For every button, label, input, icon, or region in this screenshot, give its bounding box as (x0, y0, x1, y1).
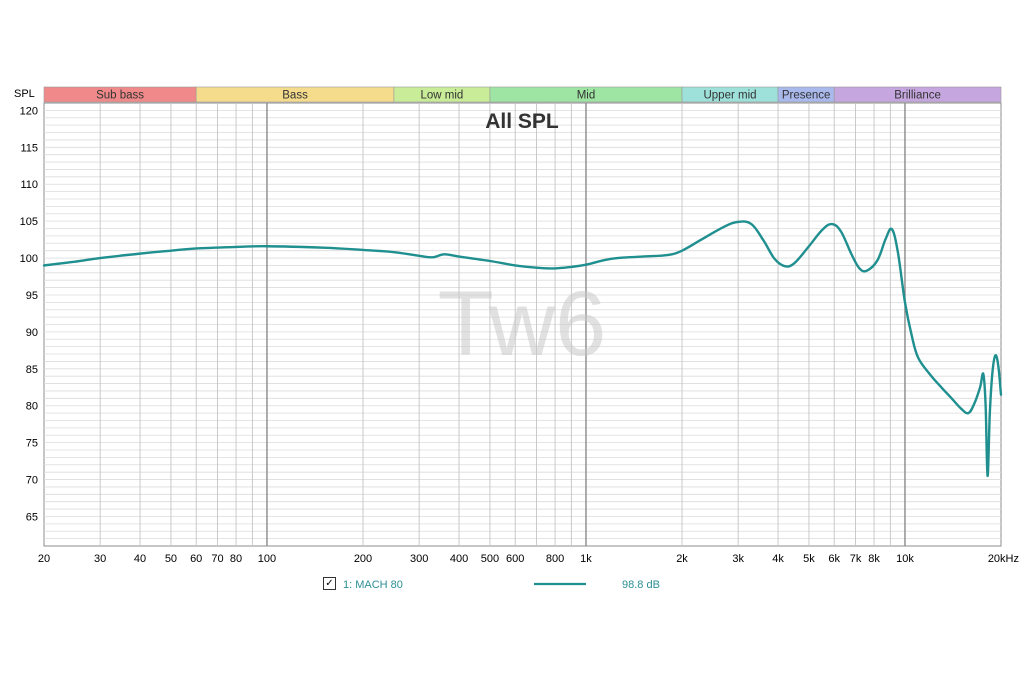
chart-title: All SPL (485, 110, 559, 133)
x-tick-label: 30 (94, 553, 106, 565)
grid-lines (44, 103, 1001, 546)
y-axis-label: SPL (14, 88, 35, 100)
x-tick-label: 3k (732, 553, 744, 565)
band-label: Low mid (421, 90, 464, 102)
band-label: Presence (782, 90, 831, 102)
x-tick-label: 500 (481, 553, 499, 565)
series-line (42, 220, 1003, 478)
y-tick-label: 110 (20, 179, 38, 191)
x-tick-label: 40 (134, 553, 146, 565)
x-tick-label: 7k (850, 553, 862, 565)
x-tick-label: 100 (258, 553, 276, 565)
x-tick-label: 2k (676, 553, 688, 565)
y-tick-label: 85 (26, 364, 38, 376)
x-tick-label: 4k (772, 553, 784, 565)
x-tick-label: 800 (546, 553, 564, 565)
legend-series-name: 1: MACH 80 (343, 579, 403, 591)
series-visibility-checkbox[interactable]: ✓ (323, 577, 336, 590)
x-tick-label: 400 (450, 553, 468, 565)
y-tick-label: 70 (26, 475, 38, 487)
x-tick-label: 70 (211, 553, 223, 565)
band-label: Brilliance (894, 90, 941, 102)
y-axis-ticks: 65 70 75 80 85 90 95 100 105 110 115 120 (20, 105, 38, 523)
x-tick-label: 6k (828, 553, 840, 565)
x-axis-ticks: 20 30 40 50 60 70 80 100 200 300 400 500 600 800 1k 2k 3… (38, 553, 1019, 565)
y-tick-label: 120 (20, 105, 38, 117)
y-tick-label: 65 (26, 511, 38, 523)
y-tick-label: 105 (20, 216, 38, 228)
x-tick-label: 80 (230, 553, 242, 565)
band-label: Bass (282, 90, 308, 102)
band-label: Mid (577, 90, 596, 102)
x-tick-label: 5k (803, 553, 815, 565)
x-tick-label: 20 (38, 553, 50, 565)
y-tick-label: 75 (26, 438, 38, 450)
x-tick-label: 50 (165, 553, 177, 565)
band-segment (833, 86, 1002, 103)
y-tick-label: 115 (20, 142, 38, 154)
band-label: Sub bass (96, 90, 144, 102)
frequency-band-bar: Sub bass Bass Low mid Mid Upper mid Presence B… (43, 86, 1002, 103)
x-tick-label: 300 (410, 553, 428, 565)
y-tick-label: 95 (26, 290, 38, 302)
x-tick-label: 60 (190, 553, 202, 565)
legend: 1: MACH 80 98.8 dB (343, 579, 660, 591)
band-label: Upper mid (703, 90, 756, 102)
y-tick-label: 100 (20, 253, 38, 265)
watermark: Tw6 (438, 273, 607, 375)
x-tick-label: 10k (896, 553, 914, 565)
legend-series-value: 98.8 dB (622, 579, 660, 591)
series-group (42, 220, 1003, 478)
x-tick-label: 20kHz (988, 553, 1019, 565)
x-tick-label: 600 (506, 553, 524, 565)
y-tick-label: 90 (26, 327, 38, 339)
y-tick-label: 80 (26, 401, 38, 413)
x-tick-label: 200 (354, 553, 372, 565)
x-tick-label: 1k (580, 553, 592, 565)
x-tick-label: 8k (868, 553, 880, 565)
